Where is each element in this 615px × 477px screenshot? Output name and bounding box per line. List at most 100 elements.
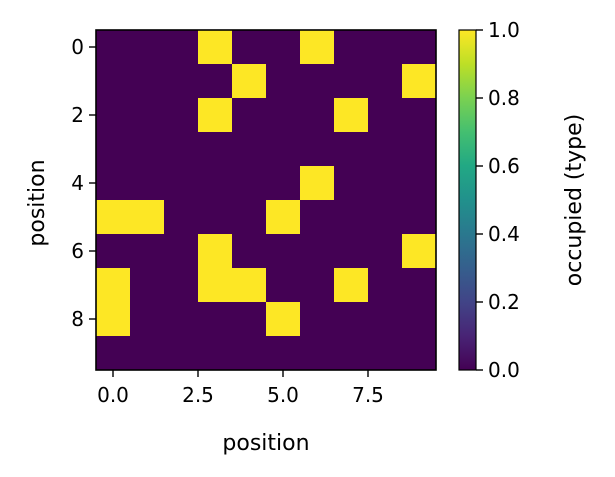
heatmap-cell <box>130 268 165 303</box>
x-tick-label: 7.5 <box>352 383 384 407</box>
heatmap-cell <box>232 64 267 99</box>
heatmap-cell <box>198 268 233 303</box>
heatmap-cells <box>96 30 437 371</box>
heatmap-cell <box>402 302 437 337</box>
heatmap-cell <box>300 336 335 371</box>
heatmap-cell <box>334 166 369 201</box>
heatmap-cell <box>368 200 403 235</box>
heatmap-cell <box>402 200 437 235</box>
x-tick-label: 0.0 <box>97 383 129 407</box>
heatmap-cell <box>334 234 369 269</box>
heatmap-cell <box>266 64 301 99</box>
heatmap-cell <box>96 30 131 65</box>
heatmap-cell <box>402 336 437 371</box>
heatmap-cell <box>164 234 199 269</box>
colorbar-tick-label: 1.0 <box>488 18 520 42</box>
heatmap-cell <box>130 30 165 65</box>
heatmap-cell <box>198 200 233 235</box>
heatmap-cell <box>300 30 335 65</box>
heatmap-cell <box>130 336 165 371</box>
heatmap-cell <box>164 64 199 99</box>
heatmap-cell <box>198 234 233 269</box>
heatmap-cell <box>334 132 369 167</box>
heatmap-cell <box>198 166 233 201</box>
colorbar-tick-label: 0.6 <box>488 154 520 178</box>
y-axis: 0 2 4 6 8 <box>71 35 96 331</box>
heatmap-cell <box>96 268 131 303</box>
x-axis-label: position <box>222 431 309 456</box>
heatmap-cell <box>232 268 267 303</box>
colorbar-tick-label: 0.2 <box>488 290 520 314</box>
heatmap-cell <box>198 302 233 337</box>
heatmap-cell <box>164 268 199 303</box>
heatmap-cell <box>300 200 335 235</box>
colorbar-tick-label: 0.8 <box>488 86 520 110</box>
colorbar-label: occupied (type) <box>562 114 587 286</box>
heatmap-cell <box>300 268 335 303</box>
heatmap-cell <box>266 234 301 269</box>
heatmap-cell <box>130 200 165 235</box>
heatmap-cell <box>300 98 335 133</box>
heatmap-cell <box>368 166 403 201</box>
x-tick-label: 5.0 <box>267 383 299 407</box>
heatmap-cell <box>96 234 131 269</box>
heatmap-cell <box>334 302 369 337</box>
heatmap-cell <box>130 64 165 99</box>
heatmap-cell <box>96 302 131 337</box>
heatmap-cell <box>198 64 233 99</box>
heatmap-cell <box>300 302 335 337</box>
heatmap-cell <box>164 302 199 337</box>
heatmap-cell <box>300 64 335 99</box>
y-tick-label: 0 <box>71 35 84 59</box>
heatmap-cell <box>266 30 301 65</box>
heatmap-cell <box>232 200 267 235</box>
heatmap-cell <box>402 98 437 133</box>
heatmap-cell <box>266 268 301 303</box>
heatmap-cell <box>232 30 267 65</box>
heatmap-cell <box>96 98 131 133</box>
heatmap-cell <box>96 64 131 99</box>
heatmap-cell <box>130 302 165 337</box>
heatmap-cell <box>334 98 369 133</box>
heatmap-cell <box>402 268 437 303</box>
heatmap-cell <box>232 336 267 371</box>
y-axis-label: position <box>25 159 50 246</box>
heatmap-cell <box>164 132 199 167</box>
heatmap-cell <box>402 132 437 167</box>
heatmap-cell <box>130 132 165 167</box>
heatmap-cell <box>232 234 267 269</box>
plot-frame <box>95 29 437 371</box>
heatmap-cell <box>164 98 199 133</box>
heatmap-cell <box>198 336 233 371</box>
heatmap-cell <box>164 200 199 235</box>
heatmap-cell <box>300 166 335 201</box>
heatmap-cell <box>368 98 403 133</box>
heatmap-cell <box>368 30 403 65</box>
heatmap-cell <box>300 132 335 167</box>
heatmap-cell <box>368 64 403 99</box>
heatmap-cell <box>402 30 437 65</box>
heatmap-cell <box>402 234 437 269</box>
x-axis: 0.0 2.5 5.0 7.5 <box>97 370 384 407</box>
heatmap-cell <box>232 166 267 201</box>
heatmap-cell <box>164 30 199 65</box>
heatmap-cell <box>164 336 199 371</box>
heatmap-cell <box>232 132 267 167</box>
heatmap-cell <box>198 30 233 65</box>
heatmap-cell <box>198 98 233 133</box>
heatmap-cell <box>368 132 403 167</box>
heatmap-cell <box>402 64 437 99</box>
heatmap-cell <box>232 98 267 133</box>
heatmap-cell <box>266 200 301 235</box>
colorbar-axis: 0.0 0.2 0.4 0.6 0.8 1.0 <box>476 18 520 382</box>
y-tick-label: 4 <box>71 171 84 195</box>
heatmap-cell <box>266 132 301 167</box>
heatmap-cell <box>164 166 199 201</box>
heatmap-cell <box>266 302 301 337</box>
y-tick-label: 6 <box>71 239 84 263</box>
heatmap-cell <box>334 268 369 303</box>
heatmap-cell <box>402 166 437 201</box>
heatmap-cell <box>130 234 165 269</box>
heatmap-cell <box>368 336 403 371</box>
